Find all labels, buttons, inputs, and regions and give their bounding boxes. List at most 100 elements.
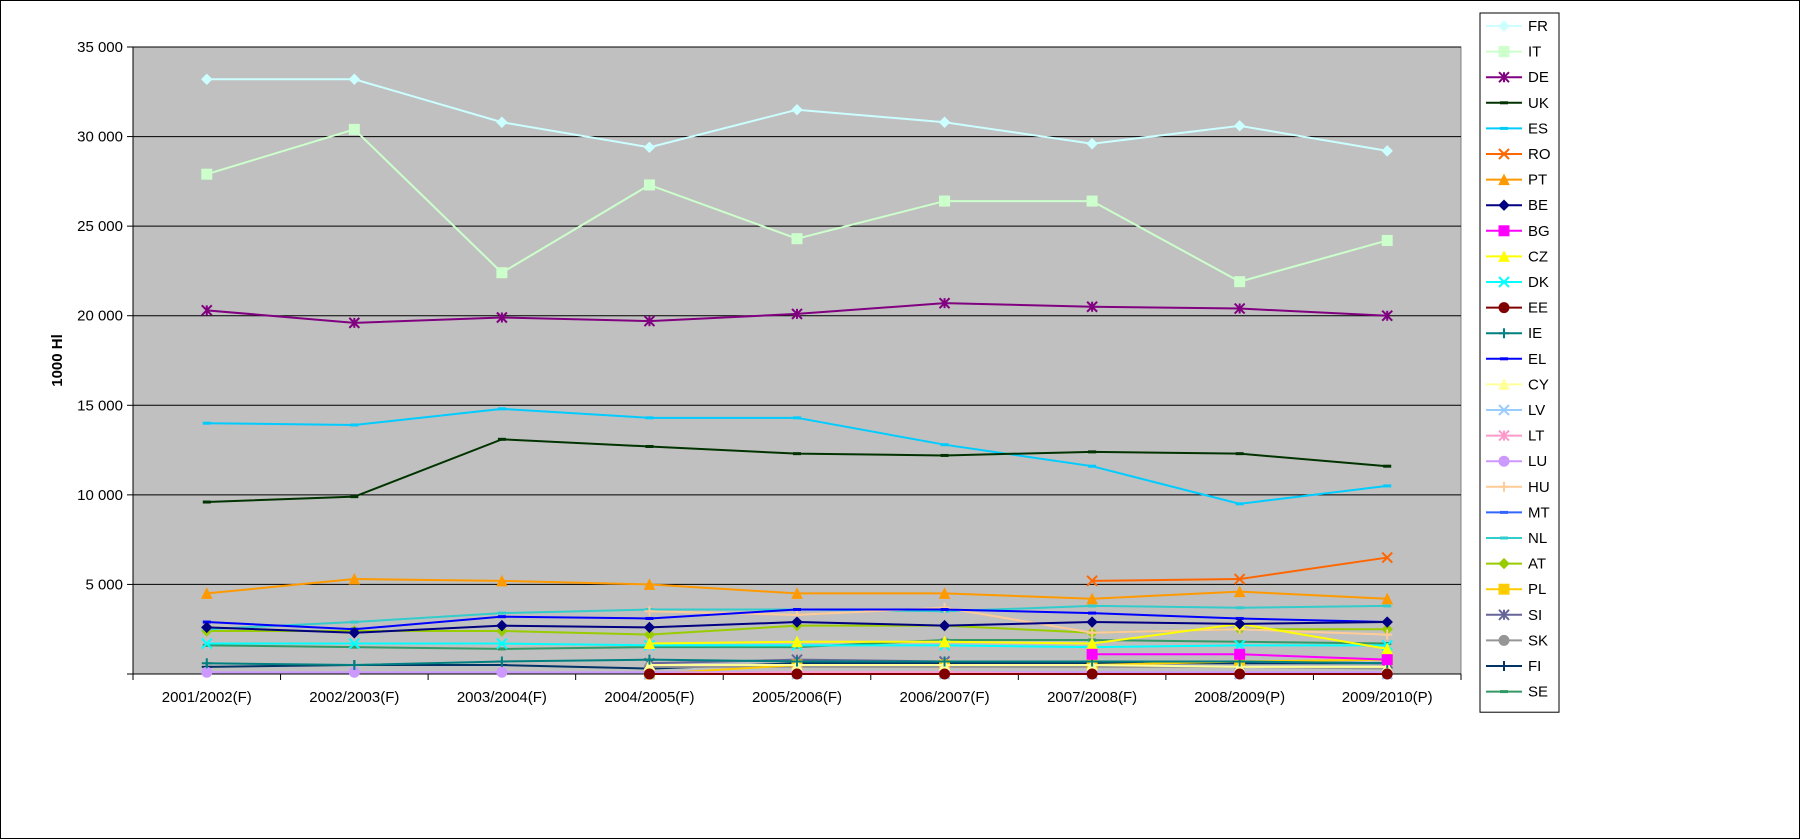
legend-marker (1498, 46, 1510, 58)
legend-item-it: IT (1486, 44, 1541, 61)
x-tick-label: 2004/2005(F) (604, 689, 694, 706)
series-pt (200, 572, 1394, 605)
data-point-fr (1233, 120, 1246, 132)
data-point-it (1086, 195, 1098, 207)
data-point-ro (1233, 573, 1246, 585)
data-point-ie (496, 656, 507, 667)
legend-item-si: SI (1486, 607, 1542, 624)
legend-item-pt: PT (1486, 172, 1547, 189)
data-point-ie (201, 658, 212, 669)
data-point-bg (1381, 654, 1393, 666)
legend-item-es: ES (1486, 120, 1548, 137)
data-point-de (938, 297, 951, 309)
legend-item-lu: LU (1486, 453, 1547, 470)
legend-label: BG (1528, 223, 1550, 240)
data-point-pt (938, 587, 951, 599)
data-point-ee (1234, 668, 1246, 680)
series-es (202, 407, 1392, 506)
data-point-pt (1233, 585, 1246, 598)
x-tick-label: 2003/2004(F) (457, 689, 547, 706)
y-tick-label: 30 000 (77, 129, 123, 146)
data-point-be (496, 619, 508, 632)
data-point-es (940, 443, 949, 447)
legend-item-lt: LT (1486, 428, 1544, 445)
legend-label: DE (1528, 69, 1549, 86)
legend-marker (1498, 20, 1510, 32)
x-tick-labels: 2001/2002(F) 2002/2003(F) 2003/2004(F) 2004… (162, 689, 1433, 706)
data-point-be (643, 621, 656, 634)
legend-item-uk: UK (1486, 95, 1549, 112)
data-point-it (496, 267, 508, 279)
legend-item-bg: BG (1486, 223, 1550, 240)
data-point-be (938, 619, 951, 632)
legend-label: SI (1528, 607, 1542, 624)
data-point-de (791, 308, 803, 320)
data-point-fr (348, 73, 361, 85)
data-point-ie (792, 656, 802, 667)
data-point-fr (496, 116, 508, 128)
legend-marker (1498, 429, 1510, 442)
data-point-it (201, 168, 213, 180)
legend-label: RO (1528, 146, 1551, 163)
legend-item-cy: CY (1486, 376, 1549, 393)
data-point-de (496, 311, 508, 324)
data-point-de (1233, 302, 1246, 315)
legend-marker (1498, 173, 1510, 186)
data-point-el (793, 608, 801, 612)
legend-item-at: AT (1486, 556, 1546, 573)
legend-label: IT (1528, 44, 1541, 61)
legend-item-hu: HU (1486, 479, 1550, 496)
legend-marker (1500, 357, 1508, 361)
y-tick-label: 15 000 (77, 397, 123, 414)
series-line-cy (649, 664, 1388, 668)
x-tick-label: 2009/2010(P) (1342, 689, 1433, 706)
data-point-nl (1383, 604, 1392, 608)
series-line-hu (649, 606, 1388, 636)
data-point-pt (1381, 592, 1394, 605)
data-point-dk (1233, 639, 1246, 652)
data-point-es (350, 423, 359, 427)
legend-marker (1498, 634, 1510, 646)
legend-item-se: SE (1486, 684, 1548, 701)
data-point-ee (643, 668, 655, 680)
data-point-se (350, 645, 359, 649)
data-point-cz (791, 635, 803, 648)
data-point-be (1086, 616, 1098, 628)
data-point-uk (645, 444, 654, 448)
data-point-uk (940, 453, 949, 457)
data-point-hu (644, 606, 655, 617)
legend-label: NL (1528, 530, 1547, 547)
legend-marker (1498, 404, 1510, 416)
legend-marker (1498, 199, 1510, 211)
data-point-dk (348, 637, 361, 650)
legend-marker (1498, 378, 1510, 390)
data-point-ee (1086, 668, 1098, 680)
legend-label: LV (1528, 402, 1545, 419)
data-point-el (497, 615, 506, 619)
y-tick-label: 5 000 (85, 576, 123, 593)
legend-item-fr: FR (1486, 18, 1548, 35)
data-point-cz (643, 637, 656, 650)
legend: FR IT DE UK ES RO PT BE BG CZ DK EE IE EL CY LV LT LU HU MT… (1479, 12, 1560, 713)
legend-label: FR (1528, 18, 1548, 35)
legend-label: MT (1528, 504, 1550, 521)
legend-item-ro: RO (1486, 146, 1551, 163)
data-point-cz (1381, 642, 1394, 655)
data-point-hu (1382, 629, 1393, 640)
data-point-ro (1086, 575, 1098, 587)
series-ie (201, 654, 1393, 671)
legend-label: UK (1528, 95, 1549, 112)
legend-marker (1499, 481, 1509, 492)
legend-marker (1500, 690, 1508, 694)
y-axis-label: 1000 Hl (49, 334, 66, 387)
data-point-uk (1383, 464, 1392, 468)
data-point-fr (643, 141, 656, 154)
legend-marker (1498, 583, 1510, 595)
y-tick-label: 20 000 (77, 308, 123, 325)
legend-marker (1500, 126, 1508, 130)
data-point-es (202, 421, 211, 425)
data-point-it (348, 123, 360, 135)
legend-item-nl: NL (1486, 530, 1547, 547)
legend-item-dk: DK (1486, 274, 1549, 291)
